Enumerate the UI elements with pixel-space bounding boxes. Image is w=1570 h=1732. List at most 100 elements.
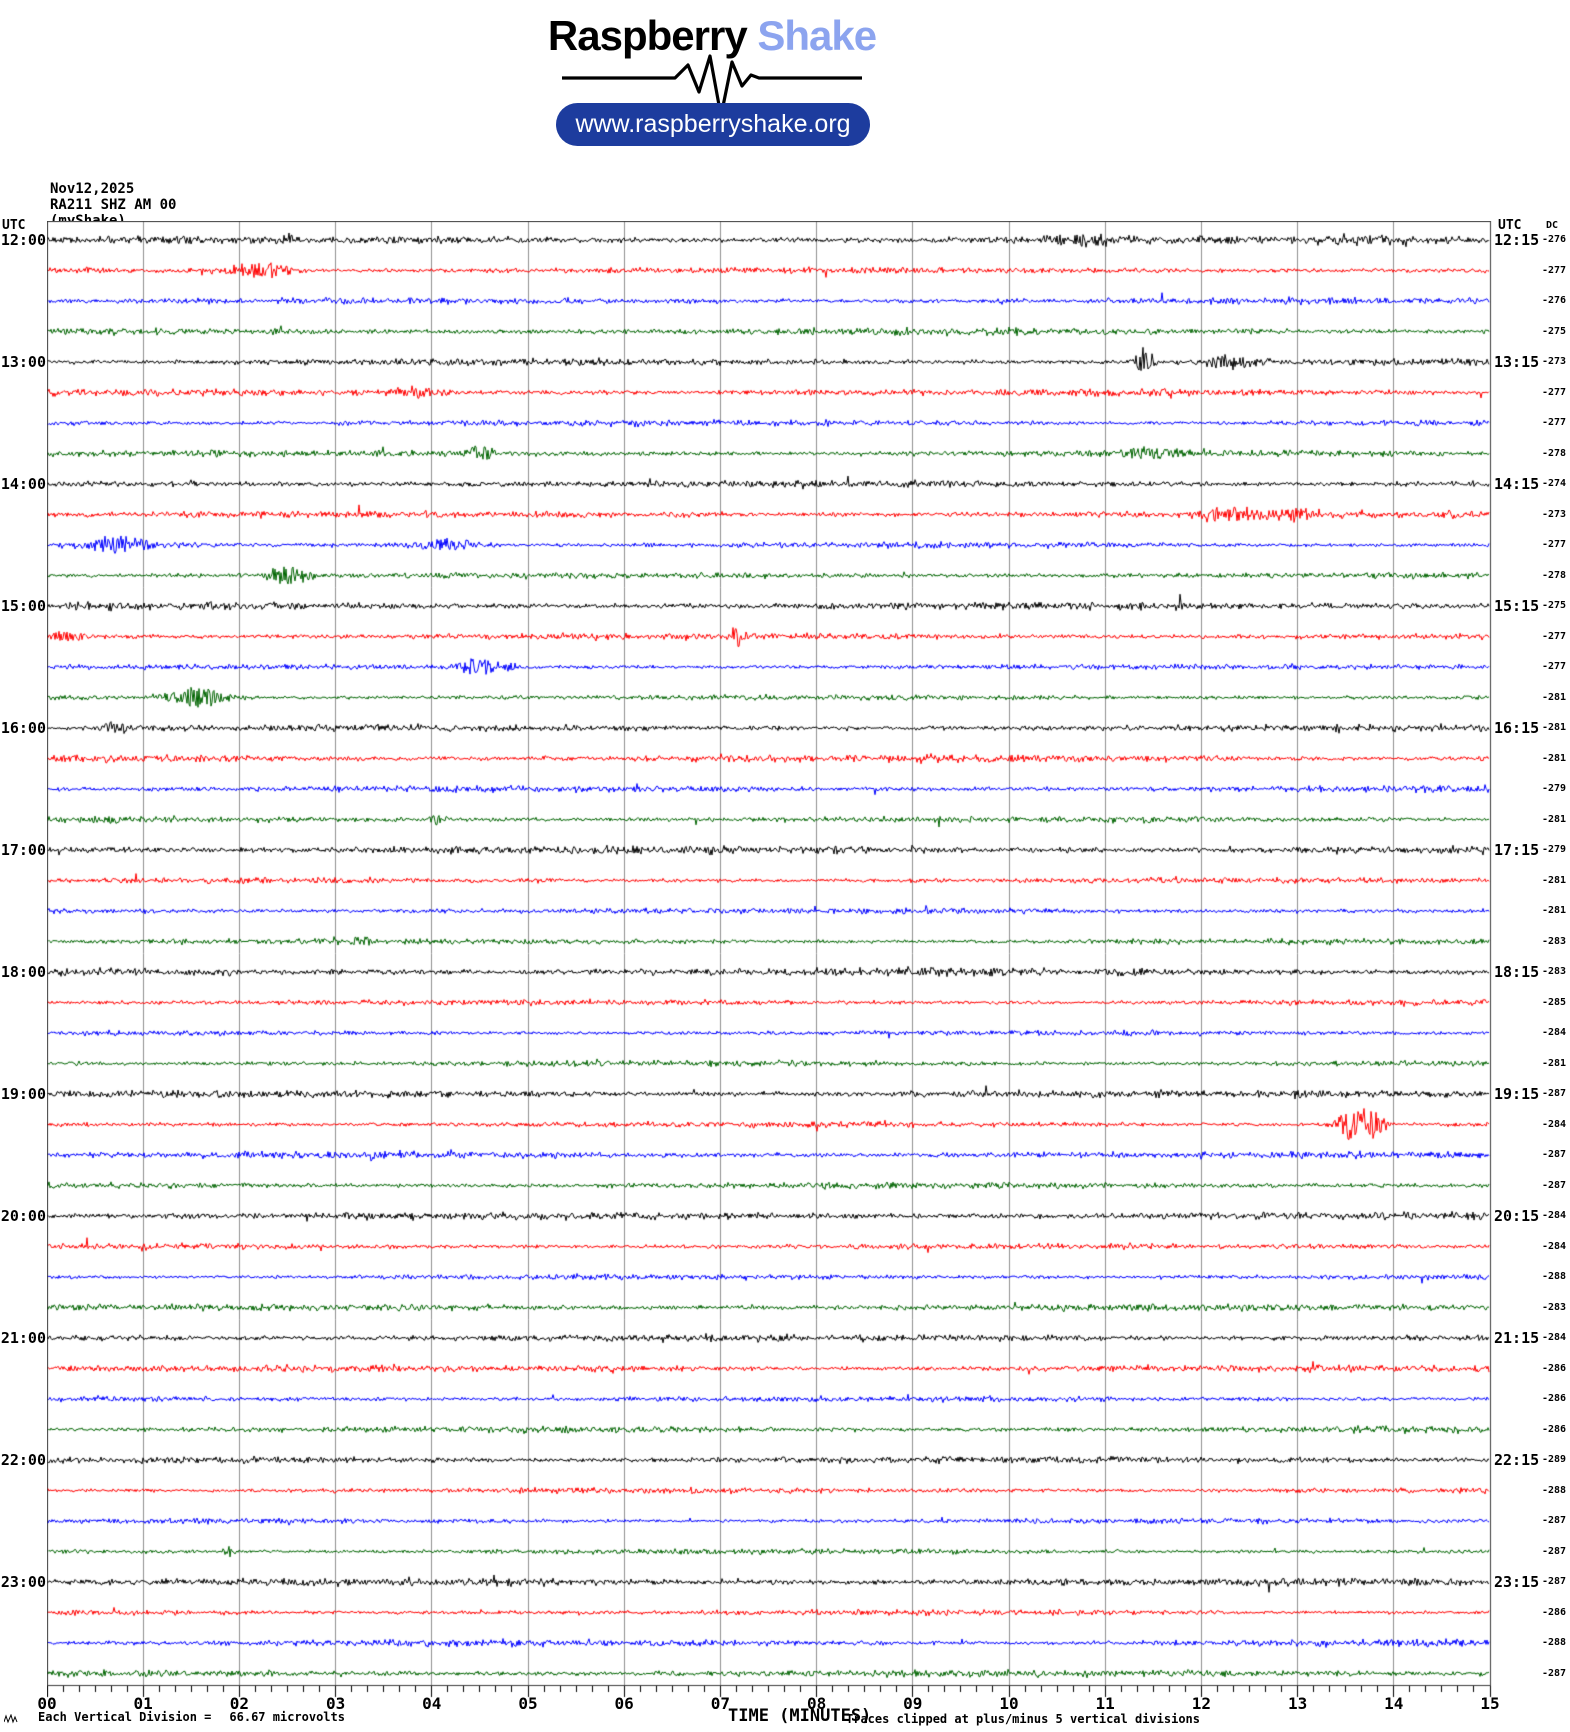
right-time-label: 16:15	[1494, 719, 1540, 737]
dc-value: -287	[1542, 1149, 1567, 1160]
dc-value: -283	[1542, 1301, 1567, 1313]
website-link[interactable]: www.raspberryshake.org	[556, 103, 870, 146]
left-time-label: 16:00	[0, 719, 46, 737]
dc-value: -281	[1542, 722, 1567, 733]
x-tick-label: 11	[1095, 1694, 1115, 1713]
dc-value: -285	[1542, 996, 1567, 1008]
x-tick-label: 06	[614, 1694, 634, 1713]
brand-secondary: Shake	[757, 12, 877, 59]
right-time-label: 20:15	[1494, 1207, 1540, 1225]
dc-value: -275	[1542, 325, 1567, 337]
dc-value: -287	[1542, 1545, 1567, 1557]
x-tick-label: 00	[37, 1694, 57, 1713]
left-time-label: 23:00	[0, 1573, 46, 1591]
dc-value: -277	[1542, 630, 1567, 642]
x-tick-label: 07	[710, 1694, 731, 1713]
dc-value: -284	[1542, 1210, 1567, 1221]
dc-value: -277	[1542, 539, 1567, 550]
left-time-label: 12:00	[0, 231, 46, 249]
right-time-label: 21:15	[1494, 1329, 1540, 1347]
brand-primary: Raspberry	[547, 12, 748, 59]
right-time-label: 17:15	[1494, 841, 1540, 859]
dc-value: -288	[1542, 1271, 1567, 1282]
left-time-label: 18:00	[0, 963, 46, 981]
left-time-label: 19:00	[0, 1085, 46, 1103]
brand-logo: Raspberry Shake	[0, 12, 1424, 60]
dc-value: -286	[1542, 1423, 1567, 1435]
dc-value: -284	[1542, 1118, 1567, 1130]
right-time-label: 23:15	[1494, 1573, 1540, 1591]
dc-value: -287	[1542, 1515, 1567, 1526]
dc-value: -277	[1542, 264, 1567, 276]
right-time-label: 12:15	[1494, 231, 1540, 249]
dc-value: -283	[1542, 966, 1567, 977]
x-tick-label: 03	[325, 1694, 346, 1713]
x-tick-label: 12	[1191, 1694, 1212, 1713]
left-time-label: 14:00	[0, 475, 46, 493]
dc-value: -284	[1542, 1332, 1567, 1343]
x-tick-label: 08	[806, 1694, 827, 1713]
left-time-label: 20:00	[0, 1207, 46, 1225]
x-tick-label: 14	[1384, 1694, 1404, 1713]
x-tick-label: 10	[999, 1694, 1019, 1713]
dc-value: -276	[1542, 234, 1567, 245]
dc-value: -278	[1542, 447, 1567, 459]
dc-value: -289	[1542, 1454, 1567, 1465]
left-time-label: 21:00	[0, 1329, 46, 1347]
x-tick-label: 04	[422, 1694, 442, 1713]
dc-value: -284	[1542, 1240, 1567, 1252]
dc-value: -273	[1542, 508, 1567, 520]
dc-value: -281	[1542, 905, 1567, 916]
dc-value: -281	[1542, 1057, 1567, 1069]
right-time-label: 13:15	[1494, 353, 1540, 371]
dc-value: -287	[1542, 1667, 1567, 1679]
dc-value: -281	[1542, 874, 1567, 886]
helicorder-canvas	[47, 221, 1493, 1703]
dc-value: -279	[1542, 844, 1567, 855]
x-tick-label: 15	[1480, 1694, 1500, 1713]
scale-waveform-glyph	[4, 1714, 18, 1724]
dc-header-label: DC	[1546, 220, 1559, 231]
dc-value: -276	[1542, 295, 1567, 306]
x-tick-label: 09	[903, 1694, 923, 1713]
dc-value: -287	[1542, 1576, 1567, 1587]
right-time-label: 15:15	[1494, 597, 1540, 615]
x-tick-label: 05	[518, 1694, 538, 1713]
x-tick-label: 13	[1287, 1694, 1308, 1713]
dc-value: -277	[1542, 661, 1567, 672]
vertical-division-note: Each Vertical Division = 66.67 microvolts	[38, 1710, 345, 1724]
dc-value: -281	[1542, 813, 1567, 825]
dc-value: -278	[1542, 569, 1567, 581]
left-time-label: 13:00	[0, 353, 46, 371]
right-time-label: 18:15	[1494, 963, 1540, 981]
left-time-label: 15:00	[0, 597, 46, 615]
utc-label-left: UTC	[2, 218, 26, 233]
dc-value: -288	[1542, 1637, 1567, 1648]
dc-value: -277	[1542, 417, 1567, 428]
right-time-label: 19:15	[1494, 1085, 1540, 1103]
scale-note-value: 66.67 microvolts	[229, 1710, 345, 1724]
dc-value: -284	[1542, 1027, 1567, 1038]
utc-label-right: UTC	[1498, 218, 1522, 233]
dc-value: -275	[1542, 600, 1567, 611]
dc-value: -281	[1542, 752, 1567, 764]
dc-value: -286	[1542, 1606, 1567, 1618]
x-tick-label: 01	[133, 1694, 153, 1713]
left-time-label: 22:00	[0, 1451, 46, 1469]
left-time-label: 17:00	[0, 841, 46, 859]
dc-value: -273	[1542, 356, 1567, 367]
dc-value: -283	[1542, 935, 1567, 947]
dc-value: -287	[1542, 1088, 1567, 1099]
dc-value: -286	[1542, 1393, 1567, 1404]
dc-value: -281	[1542, 691, 1567, 703]
dc-value: -286	[1542, 1362, 1567, 1374]
right-time-label: 22:15	[1494, 1451, 1540, 1469]
x-tick-label: 02	[229, 1694, 250, 1713]
dc-value: -277	[1542, 386, 1567, 398]
dc-value: -287	[1542, 1179, 1567, 1191]
dc-value: -279	[1542, 783, 1567, 794]
station-id: RA211 SHZ AM 00	[50, 197, 177, 213]
right-time-label: 14:15	[1494, 475, 1540, 493]
clip-note: Traces clipped at plus/minus 5 vertical …	[846, 1712, 1201, 1726]
